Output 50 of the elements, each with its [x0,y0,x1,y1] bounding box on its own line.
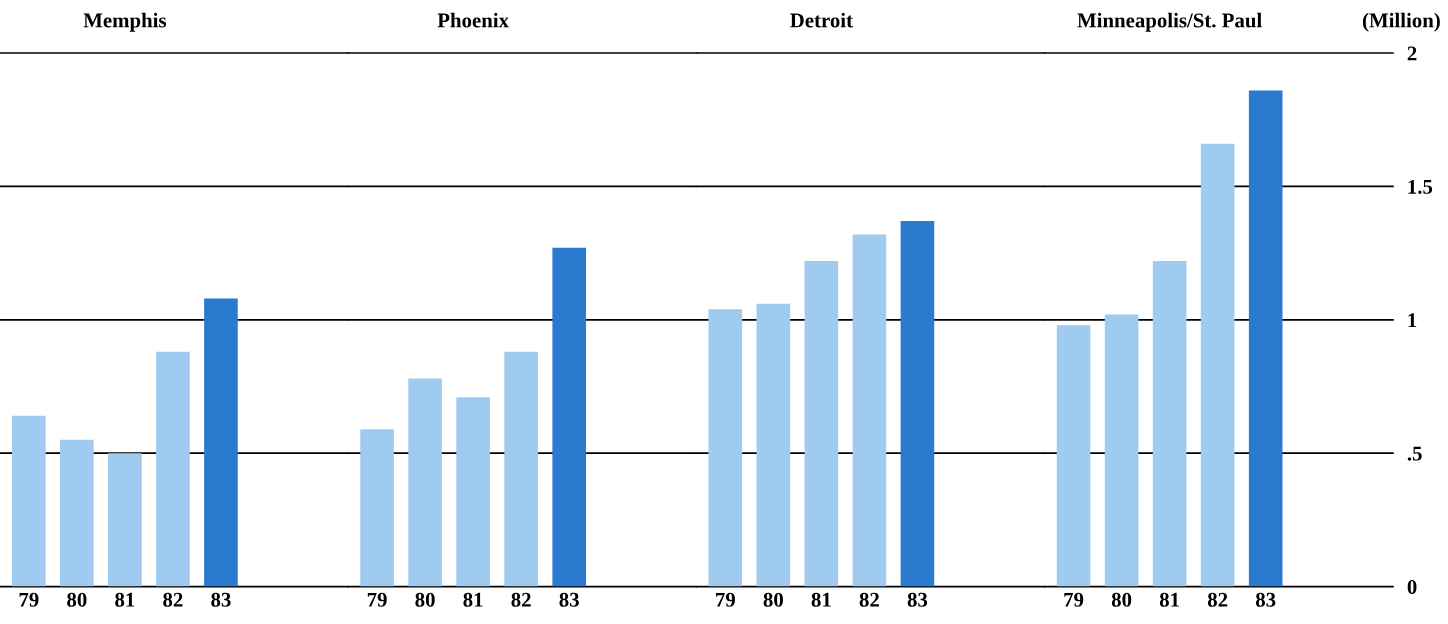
x-tick-label: 81 [1159,592,1179,607]
bar [804,261,839,587]
x-tick-label: 83 [907,592,928,607]
bar [1248,90,1283,587]
y-tick-label: .5 [1407,446,1422,461]
bar [204,298,238,587]
x-tick-label: 79 [19,592,39,607]
x-tick-label: 83 [1255,592,1276,607]
bar [900,221,935,587]
x-tick-label: 82 [859,592,879,607]
y-tick-label: 2 [1407,46,1417,61]
x-tick-label: 81 [811,592,831,607]
chart-title: Phoenix [437,12,509,28]
y-tick-label: 0 [1407,579,1417,594]
x-tick-label: 80 [763,592,783,607]
x-tick-label: 82 [1207,592,1228,607]
bar [504,351,538,587]
bar [1056,325,1091,587]
x-tick-label: 80 [67,592,87,607]
x-tick-label: 81 [115,592,135,607]
x-tick-label: 79 [1064,592,1084,607]
bar [756,303,791,587]
bar [108,453,142,587]
x-tick-label: 82 [511,592,531,607]
bar [12,415,46,587]
bar [1200,143,1235,587]
x-tick-label: 83 [559,592,579,607]
x-tick-label: 83 [211,592,231,607]
bar [60,439,94,587]
bar [360,429,394,587]
x-tick-label: 79 [367,592,387,607]
bar [156,351,190,587]
bar [708,309,743,587]
bar [1152,261,1187,587]
x-tick-label: 81 [463,592,483,607]
bar [852,234,887,587]
x-tick-label: 80 [415,592,435,607]
y-axis-title: (Million) [1362,12,1440,32]
y-tick-label: 1 [1408,313,1417,328]
x-tick-label: 80 [1111,592,1132,607]
bar [456,397,490,587]
chart-title: Memphis [83,12,167,32]
x-tick-label: 79 [716,592,735,607]
y-tick-label: 1.5 [1408,179,1433,194]
x-tick-label: 82 [163,592,183,607]
chart-title: Minneapolis/St. Paul [1077,12,1262,32]
chart-title: Detroit [790,12,853,28]
bar [1104,314,1139,587]
bar [408,378,442,587]
bar [552,247,587,587]
